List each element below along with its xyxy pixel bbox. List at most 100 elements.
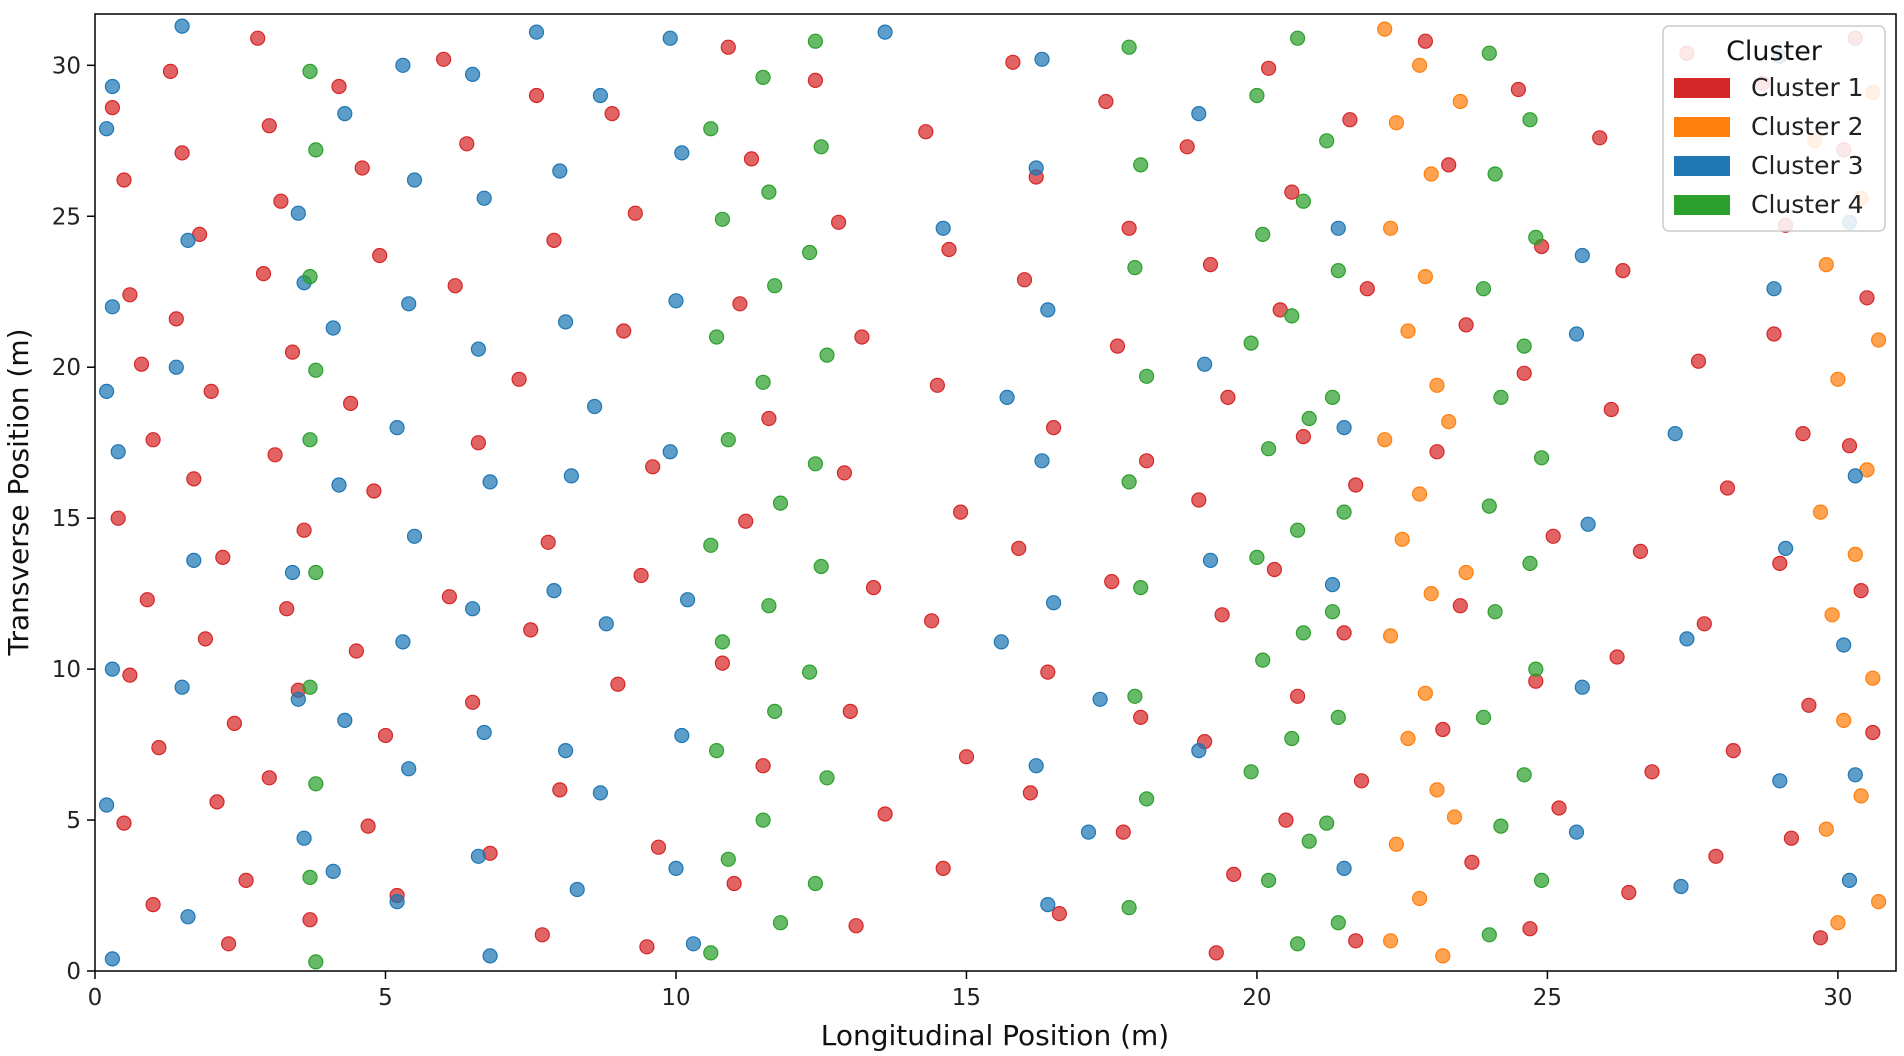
- data-point: [1795, 426, 1811, 442]
- legend-title: Cluster: [1726, 36, 1823, 67]
- data-point: [337, 712, 353, 729]
- data-point: [1382, 220, 1399, 236]
- data-point: [674, 145, 690, 161]
- data-point: [918, 124, 934, 140]
- data-point: [1429, 377, 1445, 393]
- data-point: [337, 105, 353, 122]
- data-point: [470, 341, 486, 357]
- data-point: [685, 936, 702, 952]
- data-point: [1011, 540, 1027, 557]
- legend-swatch: [1674, 117, 1730, 137]
- data-point: [465, 66, 481, 83]
- data-point: [668, 860, 684, 877]
- data-point: [755, 69, 771, 86]
- data-point: [1510, 81, 1527, 98]
- data-point: [1870, 332, 1887, 348]
- data-point: [592, 785, 609, 801]
- data-point: [98, 121, 115, 137]
- data-point: [807, 33, 824, 49]
- data-point: [116, 172, 132, 188]
- data-point: [1522, 921, 1538, 937]
- data-point: [441, 589, 457, 605]
- x-tick-label: 25: [1533, 985, 1562, 1011]
- data-point: [610, 676, 626, 692]
- data-point: [935, 220, 951, 236]
- data-point: [221, 936, 237, 952]
- data-point: [1377, 21, 1393, 37]
- data-point: [1446, 809, 1463, 825]
- data-point: [104, 299, 121, 315]
- data-point: [662, 444, 678, 460]
- data-point: [482, 474, 498, 490]
- data-point: [720, 39, 736, 55]
- y-tick-label: 25: [52, 204, 81, 230]
- data-point: [1458, 317, 1474, 333]
- data-point: [1138, 791, 1155, 807]
- data-point: [1667, 426, 1683, 442]
- data-point: [1673, 878, 1689, 895]
- data-point: [1226, 866, 1242, 883]
- data-point: [1342, 112, 1358, 128]
- data-point: [1574, 247, 1590, 264]
- data-point: [1016, 272, 1033, 288]
- data-point: [1464, 854, 1480, 870]
- data-point: [703, 945, 719, 961]
- data-point: [1609, 649, 1625, 665]
- data-point: [186, 471, 202, 487]
- x-tick-label: 20: [1242, 985, 1271, 1011]
- data-point: [1301, 833, 1317, 849]
- data-point: [1487, 166, 1503, 182]
- data-point: [1028, 160, 1044, 176]
- data-point: [447, 278, 463, 294]
- data-point: [145, 432, 161, 448]
- data-point: [1772, 773, 1788, 789]
- data-point: [1417, 685, 1434, 701]
- data-point: [1528, 661, 1544, 677]
- data-point: [1818, 821, 1834, 837]
- data-point: [1830, 371, 1846, 387]
- data-point: [528, 87, 545, 104]
- data-point: [732, 296, 748, 312]
- data-point: [1487, 604, 1503, 620]
- data-point: [1568, 824, 1585, 840]
- data-point: [348, 643, 364, 659]
- data-point: [98, 383, 115, 399]
- data-point: [151, 739, 167, 756]
- data-point: [1801, 697, 1817, 713]
- data-point: [302, 679, 318, 695]
- data-point: [302, 63, 318, 80]
- data-point: [372, 247, 388, 264]
- legend-swatch: [1674, 195, 1730, 215]
- data-point: [1516, 338, 1532, 354]
- data-point: [877, 24, 893, 40]
- data-point: [1301, 410, 1317, 427]
- data-point: [1028, 758, 1044, 774]
- data-point: [650, 839, 667, 855]
- data-point: [801, 244, 818, 261]
- data-point: [331, 477, 347, 493]
- legend-entry-label: Cluster 2: [1751, 112, 1864, 141]
- legend-entry-label: Cluster 4: [1751, 190, 1864, 219]
- data-point: [476, 190, 492, 206]
- x-tick-label: 10: [661, 985, 690, 1011]
- data-point: [708, 742, 725, 759]
- data-point: [302, 912, 318, 928]
- data-point: [546, 232, 562, 248]
- data-point: [110, 444, 126, 460]
- data-point: [633, 567, 649, 584]
- data-point: [1574, 679, 1590, 695]
- data-point: [459, 136, 475, 152]
- data-point: [1138, 453, 1155, 469]
- data-point: [819, 770, 835, 786]
- data-point: [540, 534, 556, 550]
- data-point: [1115, 824, 1131, 840]
- data-point: [1202, 257, 1219, 273]
- data-point: [1592, 130, 1608, 146]
- data-point: [1783, 830, 1800, 846]
- series-1: [104, 30, 1881, 961]
- data-point: [813, 139, 829, 155]
- data-point: [1528, 229, 1544, 245]
- data-point: [406, 528, 423, 544]
